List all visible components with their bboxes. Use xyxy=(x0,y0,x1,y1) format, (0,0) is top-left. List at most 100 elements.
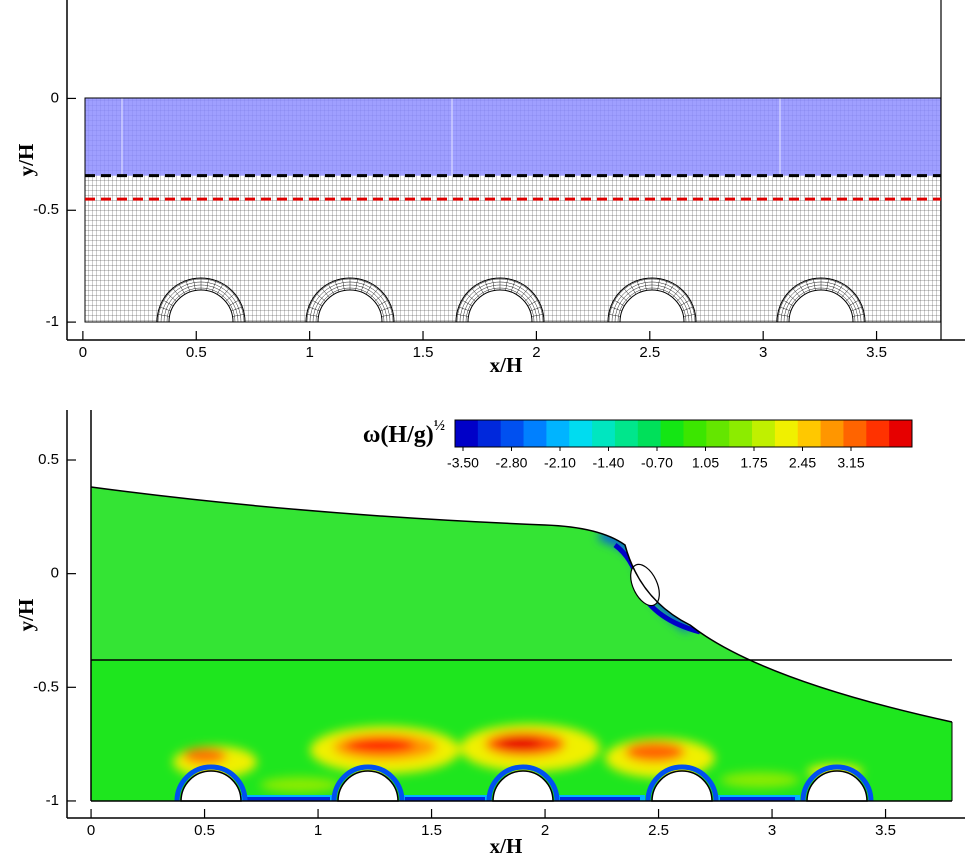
cylinder-spoke xyxy=(365,283,373,295)
cylinder-spoke xyxy=(610,306,623,312)
x-tick-label: 0.5 xyxy=(186,344,207,361)
cylinder xyxy=(168,289,234,323)
cylinder-shear xyxy=(486,764,560,801)
cylinder-spoke xyxy=(636,280,642,293)
colorbar-block xyxy=(774,420,799,447)
fluid-upper xyxy=(91,487,952,660)
cylinder-spoke xyxy=(456,314,469,317)
cylinder-spoke xyxy=(216,283,224,295)
cylinder xyxy=(467,289,533,323)
y-tick-label: -1 xyxy=(46,313,59,330)
x-tick-label: 2 xyxy=(541,822,549,839)
colorbar-tick-label: 3.15 xyxy=(837,455,864,471)
cylinder-spoke xyxy=(826,278,829,291)
cylinder-spoke xyxy=(221,288,230,298)
cylinder-spoke xyxy=(613,299,625,307)
y-axis-title: y/H xyxy=(14,599,38,632)
wall-shear-core xyxy=(720,797,795,801)
cylinder-spoke xyxy=(681,306,694,312)
cylinder-spoke xyxy=(466,293,476,302)
cylinder-spoke xyxy=(662,280,668,293)
mesh-region-grid xyxy=(85,98,941,176)
colorbar-block xyxy=(637,420,662,447)
cylinder-spoke xyxy=(836,283,844,295)
cylinder-spoke xyxy=(787,293,797,302)
cylinder-spoke xyxy=(334,280,340,293)
cylinder-spoke xyxy=(850,306,863,312)
cylinder-spoke xyxy=(360,280,366,293)
x-tick-label: 1 xyxy=(305,344,313,361)
cylinder-spoke xyxy=(852,314,865,317)
mesh-field xyxy=(84,97,942,323)
y-tick-label: 0.5 xyxy=(38,451,59,468)
free-surface xyxy=(90,486,953,723)
cylinder xyxy=(619,289,685,323)
cylinder xyxy=(492,770,554,802)
y-tick-label: -1 xyxy=(46,792,59,809)
cylinder-spoke xyxy=(228,299,240,307)
cylinder-spoke xyxy=(379,306,392,312)
cylinder-spoke xyxy=(848,299,860,307)
wall-shear-core xyxy=(245,797,330,801)
cylinder-spoke xyxy=(805,280,811,293)
colorbar-block xyxy=(866,420,890,447)
x-tick-label: 2.5 xyxy=(639,344,660,361)
cylinder-spoke xyxy=(529,306,542,312)
x-tick-label: 3.5 xyxy=(875,822,896,839)
cylinder-spoke xyxy=(206,278,209,291)
cylinder-spoke xyxy=(623,288,632,298)
cylinder-spoke xyxy=(471,288,480,298)
cylinder-spoke xyxy=(172,288,181,298)
cylinder-spoke xyxy=(230,306,243,312)
y-tick-label: 0 xyxy=(51,89,59,106)
vorticity-field xyxy=(91,487,952,801)
cylinder xyxy=(317,289,383,323)
colorbar-block xyxy=(477,420,502,447)
cylinder xyxy=(651,770,713,802)
colorbar-title: ω(H/g)½ xyxy=(363,418,445,447)
cylinder-spoke xyxy=(461,299,473,307)
vorticity-patch xyxy=(498,736,542,750)
colorbar-block xyxy=(455,420,479,447)
cylinder-spoke xyxy=(381,314,394,317)
colorbar-block xyxy=(500,420,525,447)
cylinder-spoke xyxy=(792,288,801,298)
cylinder-spoke xyxy=(185,280,191,293)
colorbar-tick-label: 1.05 xyxy=(692,455,719,471)
cylinder-spoke xyxy=(458,306,471,312)
cylinder-spoke xyxy=(377,299,389,307)
colorbar-block xyxy=(614,420,639,447)
x-tick-label: 0.5 xyxy=(194,822,215,839)
cylinder-spoke xyxy=(531,314,544,317)
cylinder-spoke xyxy=(370,288,379,298)
x-axis-title: x/H xyxy=(490,834,523,857)
cylinder xyxy=(337,770,399,802)
wall-shear-core xyxy=(405,797,485,801)
colorbar-block xyxy=(889,420,913,447)
wall-shear-core xyxy=(560,797,640,801)
cylinder-spoke xyxy=(327,283,335,295)
colorbar-block xyxy=(820,420,844,447)
cylinder xyxy=(788,289,854,323)
cylinder-spoke xyxy=(225,293,235,302)
cylinder-spoke xyxy=(232,314,245,317)
cylinder-spoke xyxy=(374,293,384,302)
cylinder-spoke xyxy=(510,280,516,293)
y-tick-label: -0.5 xyxy=(33,201,59,218)
y-axis-title: y/H xyxy=(14,144,38,177)
x-tick-label: 1.5 xyxy=(413,344,434,361)
cylinder-spoke xyxy=(618,293,628,302)
cylinder-spoke xyxy=(798,283,806,295)
cylinder-spoke xyxy=(782,299,794,307)
cylinder-spoke xyxy=(492,278,495,291)
air-cavity xyxy=(630,563,660,607)
cylinder-shear xyxy=(174,764,248,801)
colorbar-block xyxy=(752,420,776,447)
cylinder-spoke xyxy=(505,278,508,291)
cylinder-spoke xyxy=(845,293,855,302)
colorbar-tick-label: 1.75 xyxy=(740,455,767,471)
cylinder-spoke xyxy=(813,278,816,291)
colorbar-block xyxy=(729,420,753,447)
y-tick-label: 0 xyxy=(51,565,59,582)
